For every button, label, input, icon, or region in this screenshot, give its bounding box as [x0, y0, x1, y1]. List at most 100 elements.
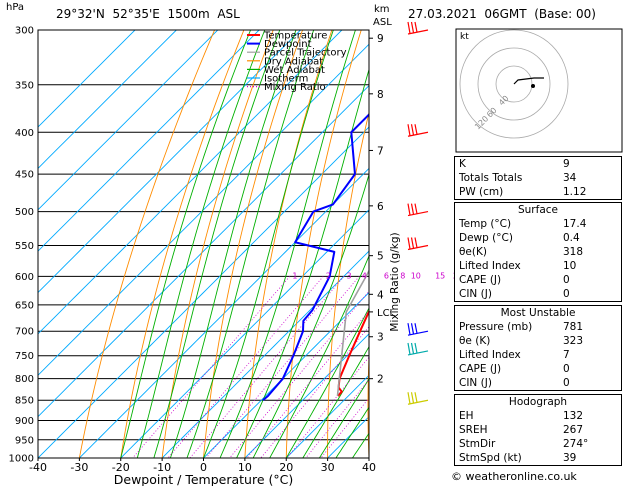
hodo-stats-label: EH	[459, 410, 474, 422]
mixing-ratio-value-label: 8	[400, 271, 405, 280]
most-unstable-row: θe (K) 323	[455, 334, 621, 348]
mixing-ratio-line	[246, 310, 369, 458]
storm-motion-marker	[531, 84, 535, 88]
wet-adiabat-line	[120, 30, 251, 458]
k-value: 9	[563, 158, 570, 170]
pressure-tick-label: 850	[15, 396, 34, 407]
most-unstable-row: Lifted Index 7	[455, 348, 621, 362]
isotherm-line	[38, 30, 343, 335]
wind-barb	[407, 392, 429, 405]
most-unstable-panel: Most Unstable Pressure (mb) 781 θe (K) 323 L…	[454, 305, 622, 391]
mixing-ratio-value-label: 1	[292, 271, 297, 280]
x-tick-label: 20	[279, 461, 293, 474]
most-unstable-value: 7	[563, 349, 570, 361]
mixing-ratio-line	[167, 276, 324, 458]
legend-entry: Wet Adiabat	[264, 65, 325, 76]
isotherm-line	[38, 30, 301, 294]
km-tick-label: 7	[377, 145, 384, 157]
most-unstable-label: θe (K)	[459, 335, 491, 347]
most-unstable-title: Most Unstable	[500, 307, 576, 319]
surface-label: Temp (°C)	[459, 218, 512, 230]
hodo-stats-label: StmDir	[459, 438, 496, 450]
hodo-stats-label: StmSpd (kt)	[459, 452, 522, 464]
surface-row: CAPE (J) 0	[455, 273, 621, 287]
dry-adiabat-line	[285, 30, 362, 458]
surface-row: CIN (J) 0	[455, 287, 621, 301]
legend-entry: Parcel Trajectory	[264, 48, 347, 59]
wind-barb	[407, 342, 429, 356]
pressure-tick-label: 550	[15, 241, 34, 252]
km-tick-label: 4	[377, 289, 384, 301]
isotherm-line	[38, 30, 260, 252]
mixing-ratio-value-label: 3	[346, 271, 351, 280]
pw-value: 1.12	[563, 186, 587, 198]
wet-adiabat-line	[335, 406, 369, 458]
pressure-tick-label: 350	[15, 80, 34, 91]
pressure-tick-label: 950	[15, 435, 34, 446]
mixing-ratio-value-label: 15	[435, 271, 445, 280]
pressure-tick-label: 600	[15, 272, 34, 283]
tt-value: 34	[563, 172, 577, 184]
wind-barb	[407, 21, 429, 35]
isotherm-line	[38, 43, 369, 376]
mixing-ratio-line	[286, 356, 369, 458]
isotherm-line	[120, 209, 369, 458]
isotherm-line	[38, 30, 177, 170]
most-unstable-label: CIN (J)	[459, 377, 492, 389]
dry-adiabat-line	[407, 30, 449, 458]
legend-entry: Mixing Ratio	[264, 82, 326, 93]
pressure-tick-label: 450	[15, 170, 34, 181]
x-tick-label: -10	[153, 461, 171, 474]
pressure-tick-label: 900	[15, 416, 34, 427]
hodo-stats-value: 274°	[563, 438, 589, 450]
most-unstable-row: CAPE (J) 0	[455, 362, 621, 376]
x-tick-label: -20	[112, 461, 130, 474]
pressure-tick-label: 800	[15, 374, 34, 385]
most-unstable-value: 781	[563, 321, 584, 333]
km-tick-label: 5	[377, 251, 384, 263]
wet-adiabat-line	[285, 307, 369, 458]
hodograph-ring	[495, 65, 533, 103]
wet-adiabat-line	[153, 30, 281, 458]
surface-value: 0	[563, 288, 570, 300]
wind-barb	[407, 237, 429, 251]
wet-adiabat-line	[219, 30, 356, 458]
x-tick-label: 40	[362, 461, 376, 474]
isotherm-line	[203, 291, 369, 458]
hodograph-unit-label: kt	[460, 32, 469, 42]
most-unstable-label: Pressure (mb)	[459, 321, 533, 333]
surface-label: Dewp (°C)	[459, 232, 513, 244]
x-tick-label: 10	[238, 461, 252, 474]
pressure-tick-label: 750	[15, 351, 34, 362]
surface-label: CAPE (J)	[459, 274, 502, 286]
dry-adiabat-line	[244, 30, 333, 458]
wet-adiabat-line	[136, 30, 266, 458]
x-axis-label: Dewpoint / Temperature (°C)	[114, 472, 293, 486]
pressure-tick-label: 300	[15, 26, 34, 37]
hodo-stats-label: SREH	[459, 424, 488, 436]
isotherm-line	[38, 126, 369, 458]
wet-adiabat-line	[318, 378, 369, 458]
lcl-label: LCL	[377, 308, 396, 319]
pressure-tick-label: 400	[15, 128, 34, 139]
km-tick-label: 3	[377, 332, 384, 344]
parcel-trajectory-profile	[336, 269, 369, 397]
dry-adiabat-line	[203, 30, 303, 458]
surface-value: 10	[563, 260, 577, 272]
wet-adiabat-line	[302, 345, 369, 458]
pw-label: PW (cm)	[459, 186, 504, 198]
pressure-tick-label: 700	[15, 327, 34, 338]
hodograph-trace	[513, 77, 544, 85]
pressure-tick-label: 1000	[9, 454, 34, 465]
copyright: © weatheronline.co.uk	[451, 470, 577, 483]
most-unstable-label: Lifted Index	[459, 349, 521, 361]
most-unstable-row: Pressure (mb) 781	[455, 320, 621, 334]
hodograph-ring	[459, 29, 569, 139]
surface-row: Temp (°C) 17.4	[455, 217, 621, 231]
km-tick-label: 9	[377, 33, 384, 45]
most-unstable-value: 0	[563, 377, 570, 389]
wind-barb	[407, 323, 429, 336]
asl-label: ASL	[373, 17, 392, 28]
